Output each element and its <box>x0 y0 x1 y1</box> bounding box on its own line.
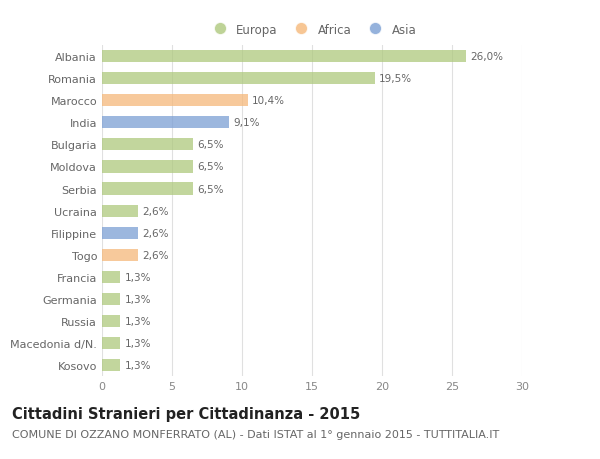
Bar <box>102 293 120 305</box>
Bar <box>102 117 229 129</box>
Bar <box>102 337 120 349</box>
Bar <box>102 51 466 63</box>
Text: 1,3%: 1,3% <box>124 294 151 304</box>
Text: 19,5%: 19,5% <box>379 74 412 84</box>
Bar <box>102 139 193 151</box>
Bar <box>102 249 139 261</box>
Text: 10,4%: 10,4% <box>252 96 285 106</box>
Bar <box>102 315 120 327</box>
Text: 9,1%: 9,1% <box>233 118 260 128</box>
Bar <box>102 95 248 107</box>
Bar <box>102 271 120 283</box>
Text: 2,6%: 2,6% <box>143 250 169 260</box>
Bar <box>102 183 193 195</box>
Text: 1,3%: 1,3% <box>124 360 151 370</box>
Text: 1,3%: 1,3% <box>124 338 151 348</box>
Text: 2,6%: 2,6% <box>143 206 169 216</box>
Bar <box>102 227 139 239</box>
Text: 6,5%: 6,5% <box>197 140 224 150</box>
Text: 26,0%: 26,0% <box>470 52 503 62</box>
Bar <box>102 161 193 173</box>
Text: COMUNE DI OZZANO MONFERRATO (AL) - Dati ISTAT al 1° gennaio 2015 - TUTTITALIA.IT: COMUNE DI OZZANO MONFERRATO (AL) - Dati … <box>12 429 499 439</box>
Text: 1,3%: 1,3% <box>124 272 151 282</box>
Bar <box>102 359 120 371</box>
Text: 6,5%: 6,5% <box>197 162 224 172</box>
Text: 6,5%: 6,5% <box>197 184 224 194</box>
Text: 2,6%: 2,6% <box>143 228 169 238</box>
Legend: Europa, Africa, Asia: Europa, Africa, Asia <box>203 19 421 41</box>
Bar <box>102 73 375 85</box>
Text: 1,3%: 1,3% <box>124 316 151 326</box>
Text: Cittadini Stranieri per Cittadinanza - 2015: Cittadini Stranieri per Cittadinanza - 2… <box>12 406 360 421</box>
Bar <box>102 205 139 217</box>
